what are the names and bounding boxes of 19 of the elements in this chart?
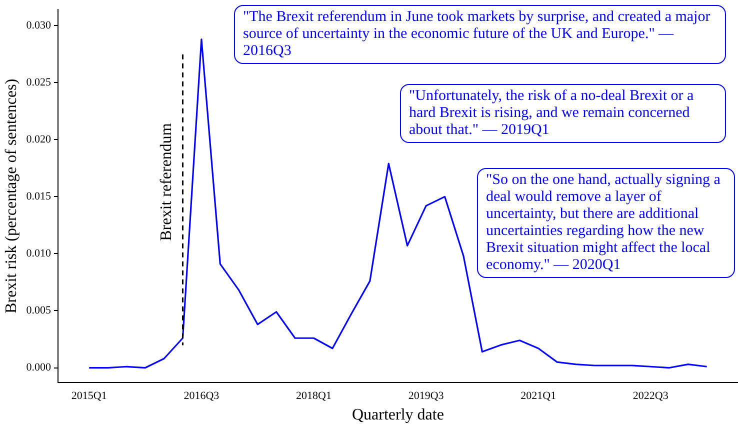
x-tick-label: 2016Q3 (184, 390, 220, 402)
y-tick-label: 0.010 (26, 248, 52, 260)
x-tick-label: 2022Q3 (632, 390, 669, 402)
annotation: "So on the one hand, actually signing a deal would remove a layer of uncertainty, but there are additional uncertainties regarding how the new Brexit situation might affect the local economy." — 2020Q1 (477, 168, 735, 278)
y-axis-title: Brexit risk (percentage of sentences) (2, 78, 20, 314)
x-tick-label: 2018Q1 (296, 390, 332, 402)
y-tick-label: 0.025 (26, 76, 52, 88)
y-tick-label: 0.030 (26, 19, 52, 32)
y-tick-label: 0.005 (26, 304, 52, 317)
y-tick-label: 0.015 (26, 190, 52, 203)
x-axis-title: Quarterly date (352, 406, 444, 424)
y-tick-label: 0.000 (26, 362, 52, 374)
x-tick-label: 2019Q3 (408, 390, 444, 402)
annotation: "Unfortunately, the risk of a no-deal Brexit or a hard Brexit is rising, and we remain concerned about that." — 2019Q1 (400, 84, 726, 143)
x-tick-label: 2021Q1 (520, 390, 556, 402)
x-tick-label: 2015Q1 (71, 390, 107, 402)
y-tick-label: 0.020 (26, 134, 52, 146)
annotation: "The Brexit referendum in June took markets by surprise, and created a major source of uncertainty in the economic future of the UK and Europe." — 2016Q3 (234, 5, 726, 64)
ref-line-label: Brexit referendum (158, 122, 175, 241)
